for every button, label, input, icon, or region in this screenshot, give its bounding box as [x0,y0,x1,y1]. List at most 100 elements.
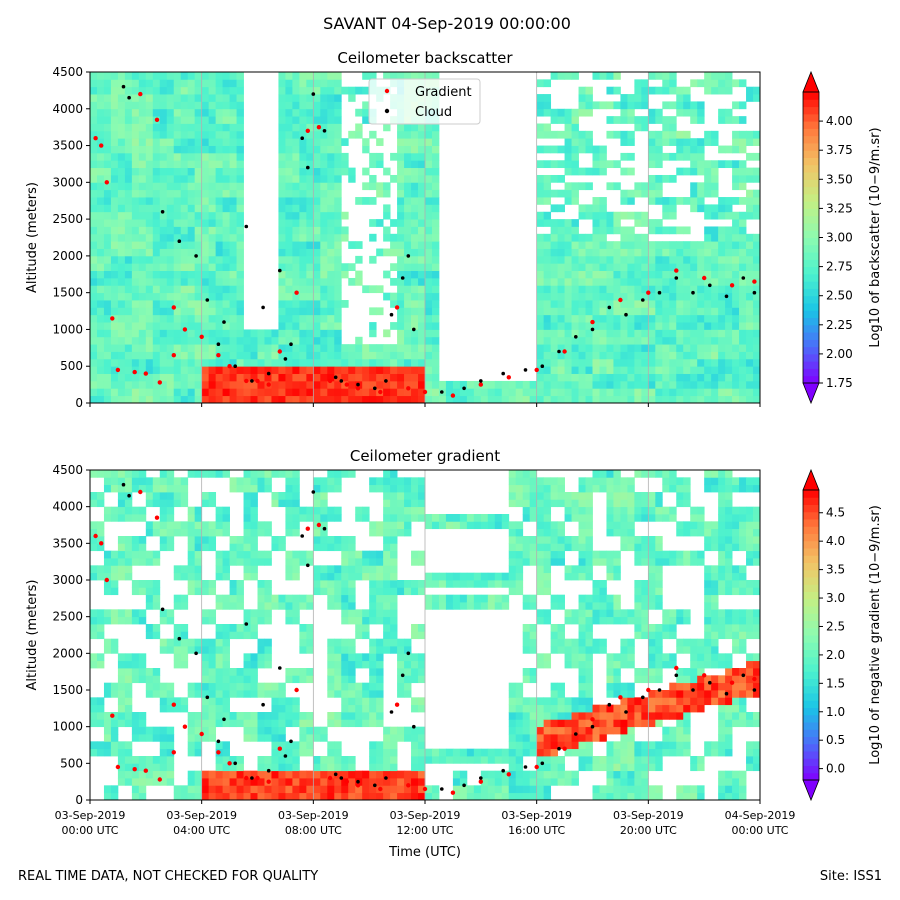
y-tick-label: 1500 [52,286,83,300]
colorbar-tick-label: 4.00 [826,114,853,128]
data-point [624,312,628,317]
data-point [277,349,282,354]
data-point [724,691,729,696]
x-tick-label: 20:00 UTC [620,824,677,837]
data-point [406,254,411,258]
colorbar-tick-label: 2.00 [826,347,853,361]
data-point [283,357,288,361]
data-point [266,371,271,376]
figure-title: SAVANT 04-Sep-2019 00:00:00 [323,14,571,33]
data-point [182,327,188,332]
colorbar-tick-label: 4.0 [826,534,845,548]
legend-marker [384,88,390,94]
legend-entry: Gradient [415,85,472,100]
data-point [356,382,360,387]
data-point [99,143,104,148]
series-cloud [121,482,757,791]
data-point [724,294,729,299]
data-point [261,702,265,707]
data-point [674,268,679,273]
x-tick-label: 03-Sep-2019 [166,809,237,822]
data-point [305,128,310,133]
data-point [244,775,249,781]
colorbar-tick-label: 2.5 [826,619,845,633]
data-point [702,673,707,678]
data-point [143,768,148,773]
data-point [157,777,162,782]
x-tick-label: 04:00 UTC [173,824,230,837]
heatmap-field [90,470,760,800]
x-tick-label: 03-Sep-2019 [55,809,126,822]
y-tick-label: 4500 [52,463,83,477]
y-tick-label: 4000 [52,102,83,116]
data-point [674,276,679,280]
data-point [327,775,333,781]
colorbar-tick-label: 2.75 [826,260,853,274]
colorbar-tick-label: 3.25 [826,201,853,215]
y-tick-label: 2500 [52,610,83,624]
data-point [132,767,137,772]
data-point [333,375,338,380]
heatmap-field [90,72,760,403]
panel-gradient: 0 500 1000 1500 2000 2500 3000 3500 4000 4500 03-S… [25,447,883,860]
data-point [378,389,383,395]
y-axis-label: Altitude (meters) [25,182,40,293]
data-point [691,290,695,295]
y-axis-label: Altitude (meters) [25,580,40,691]
y-tick-label: 3500 [52,139,83,153]
y-tick-label: 2000 [52,249,83,263]
data-point [121,482,126,487]
data-point [289,739,293,744]
data-point [327,378,333,384]
x-tick-label: 03-Sep-2019 [613,809,684,822]
data-point [177,636,182,641]
y-tick-label: 1500 [52,683,83,697]
data-point [222,320,226,324]
data-point [244,224,249,229]
x-tick-label: 03-Sep-2019 [390,809,461,822]
data-point [171,305,176,310]
data-point [104,577,110,583]
data-point [378,786,383,792]
colorbar-extend-min [802,779,820,802]
data-point [373,783,377,788]
x-tick-label: 00:00 UTC [731,824,788,837]
data-point [534,764,539,770]
data-point [333,772,338,777]
data-point [384,776,388,780]
data-point [138,489,143,495]
data-point [406,386,411,391]
data-point [294,687,299,693]
data-point [216,739,221,744]
data-point [278,268,282,273]
data-point [574,335,578,339]
legend-marker [384,108,390,114]
data-point [294,290,299,295]
data-point [227,364,232,369]
data-point [406,651,411,656]
data-point [306,165,310,170]
y-tick-label: 1000 [52,322,83,336]
data-point [110,316,115,321]
colorbar-extend-max [802,70,820,93]
data-point [729,680,735,685]
data-point [702,275,707,281]
data-point [462,386,466,391]
data-point [540,364,545,369]
site-label: Site: ISS1 [819,869,882,884]
data-point [607,702,612,707]
colorbar-tick-label: 2.50 [826,289,853,303]
data-point [708,680,712,685]
colorbar: 0.0 0.5 1.0 1.5 2.0 2.5 3.0 3.5 4.0 4.5 Log10 of n… [802,468,883,802]
data-point [344,382,349,387]
data-point [523,368,528,372]
panel-title: Ceilometer backscatter [337,49,513,67]
data-point [171,702,176,707]
data-point [244,622,249,626]
series-cloud [121,84,757,394]
data-point [618,695,623,700]
data-point [143,371,148,376]
data-point [261,305,265,310]
data-point [194,651,198,656]
